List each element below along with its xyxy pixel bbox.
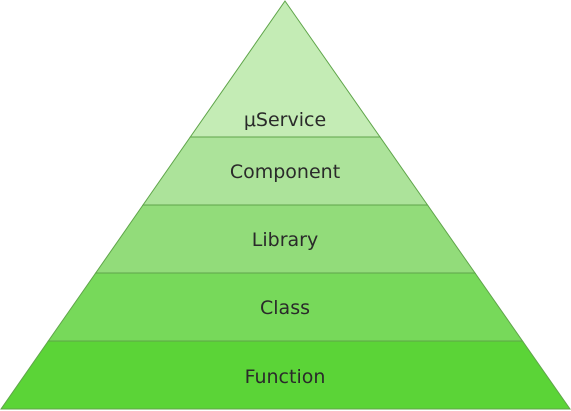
tier-label: Function — [245, 366, 326, 388]
tier-label: Component — [230, 161, 340, 183]
pyramid-tier-function — [0, 340, 571, 410]
pyramid-labels: μService Component Library Class Function — [230, 109, 340, 388]
tier-label: Library — [252, 229, 318, 251]
tier-label: μService — [244, 109, 326, 131]
tier-label: Class — [260, 297, 310, 319]
